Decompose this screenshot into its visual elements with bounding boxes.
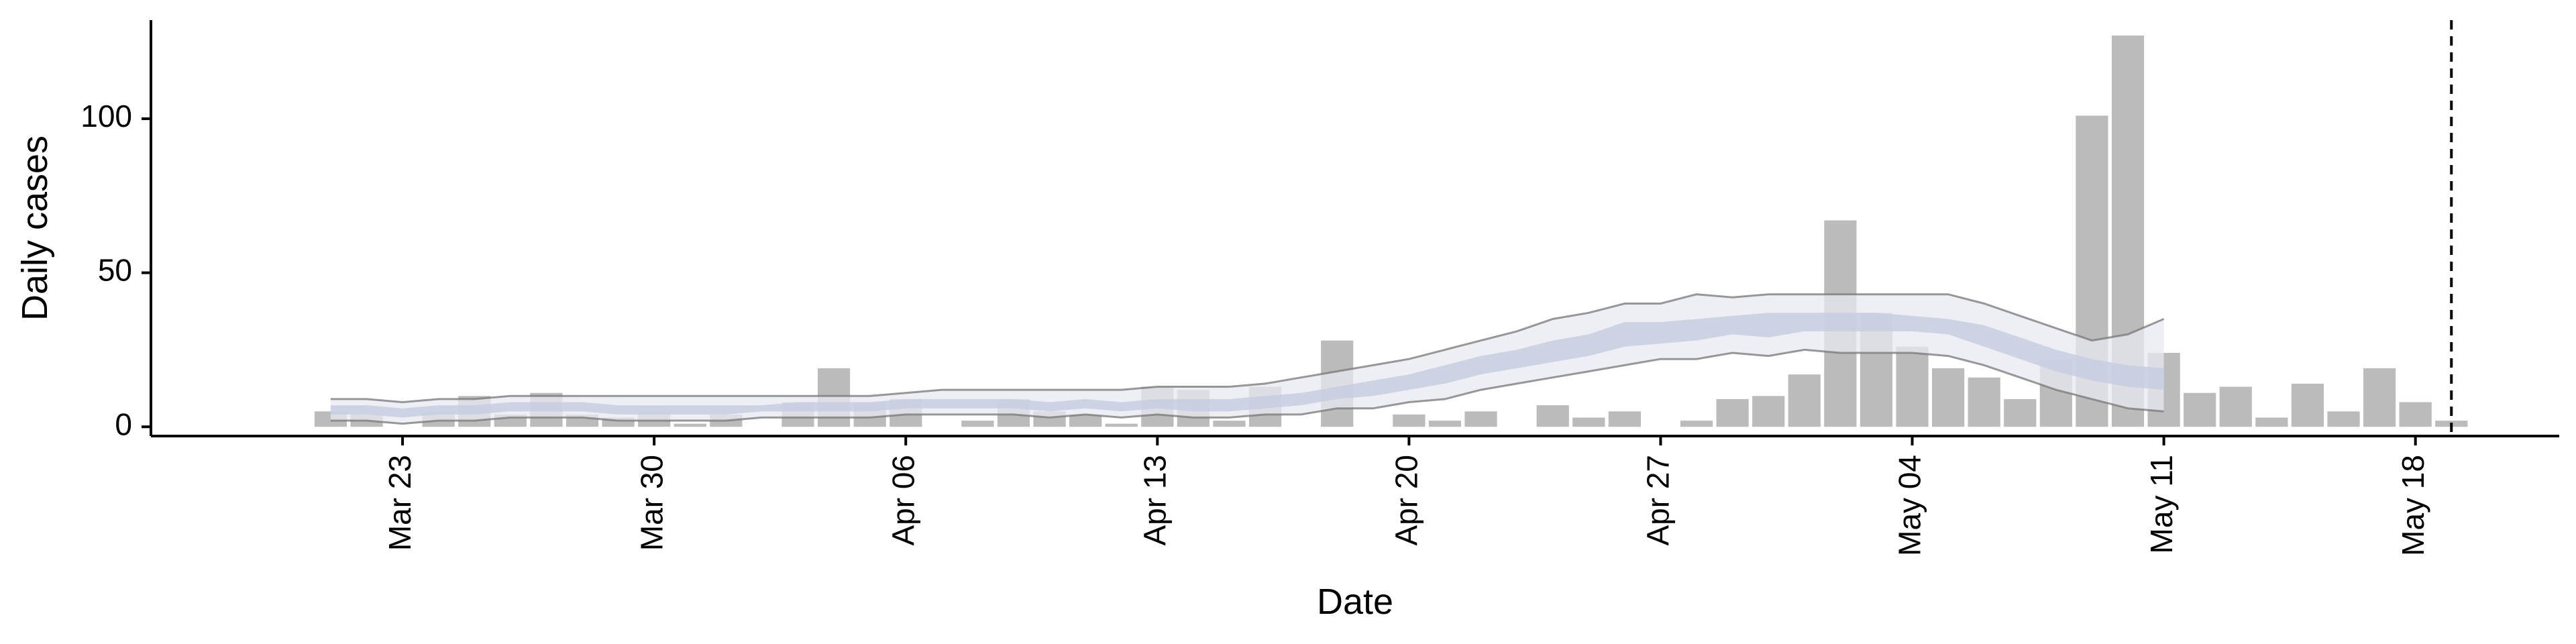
bar bbox=[1393, 414, 1426, 427]
x-tick-label: Mar 23 bbox=[382, 455, 417, 551]
y-tick-label: 50 bbox=[98, 253, 132, 288]
bar bbox=[2184, 392, 2216, 427]
x-tick-label: May 11 bbox=[2144, 455, 2179, 553]
bar bbox=[1572, 417, 1605, 427]
x-tick-label: Apr 20 bbox=[1389, 455, 1424, 546]
bar bbox=[1752, 396, 1785, 427]
bar bbox=[1608, 411, 1641, 427]
bar bbox=[674, 423, 706, 427]
bar bbox=[1968, 377, 2000, 427]
bar bbox=[1428, 421, 1462, 427]
bar bbox=[1931, 368, 1965, 427]
x-tick-label: Apr 27 bbox=[1641, 455, 1676, 546]
bar bbox=[2327, 411, 2360, 427]
bar bbox=[2219, 386, 2252, 427]
bar bbox=[1464, 411, 1497, 427]
y-tick-label: 100 bbox=[80, 99, 132, 133]
bar bbox=[1680, 421, 1713, 427]
bar bbox=[1105, 423, 1138, 427]
x-tick-label: May 04 bbox=[1892, 455, 1927, 556]
bar bbox=[2255, 417, 2288, 427]
band-inner bbox=[330, 313, 2164, 418]
x-axis-title: Date bbox=[1317, 582, 1393, 622]
bar bbox=[1788, 374, 1821, 427]
band-upper-edge bbox=[330, 293, 2165, 404]
x-tick-label: Mar 30 bbox=[634, 455, 669, 551]
bar bbox=[1896, 346, 1929, 427]
bar bbox=[2004, 398, 2037, 427]
x-tick-label: Apr 13 bbox=[1137, 455, 1172, 546]
bar bbox=[1213, 421, 1246, 427]
bar bbox=[1536, 405, 1569, 427]
bar bbox=[2363, 368, 2396, 427]
x-tick-label: Apr 06 bbox=[885, 455, 920, 546]
bar bbox=[1069, 414, 1102, 427]
band-lower-edge bbox=[330, 348, 2164, 425]
x-tick-label: May 18 bbox=[2396, 455, 2430, 556]
bar bbox=[2399, 402, 2432, 427]
bar bbox=[961, 421, 994, 427]
y-axis-title: Daily cases bbox=[15, 136, 55, 321]
bar bbox=[1716, 398, 1749, 427]
y-tick-label: 0 bbox=[115, 407, 132, 441]
bar bbox=[2291, 383, 2324, 427]
